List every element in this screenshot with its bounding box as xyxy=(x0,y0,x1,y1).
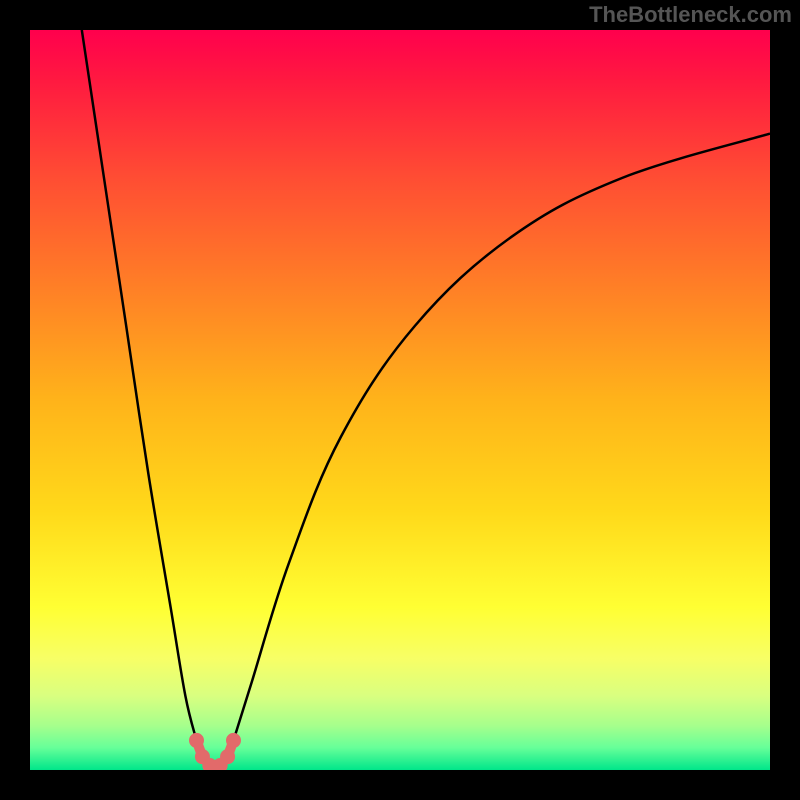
trough-marker-dot xyxy=(227,733,241,747)
chart-container: TheBottleneck.com xyxy=(0,0,800,800)
watermark-text: TheBottleneck.com xyxy=(589,2,792,28)
gradient-rect xyxy=(30,30,770,770)
plot-area xyxy=(30,30,770,770)
trough-marker-dot xyxy=(190,733,204,747)
trough-marker-dot xyxy=(221,750,235,764)
